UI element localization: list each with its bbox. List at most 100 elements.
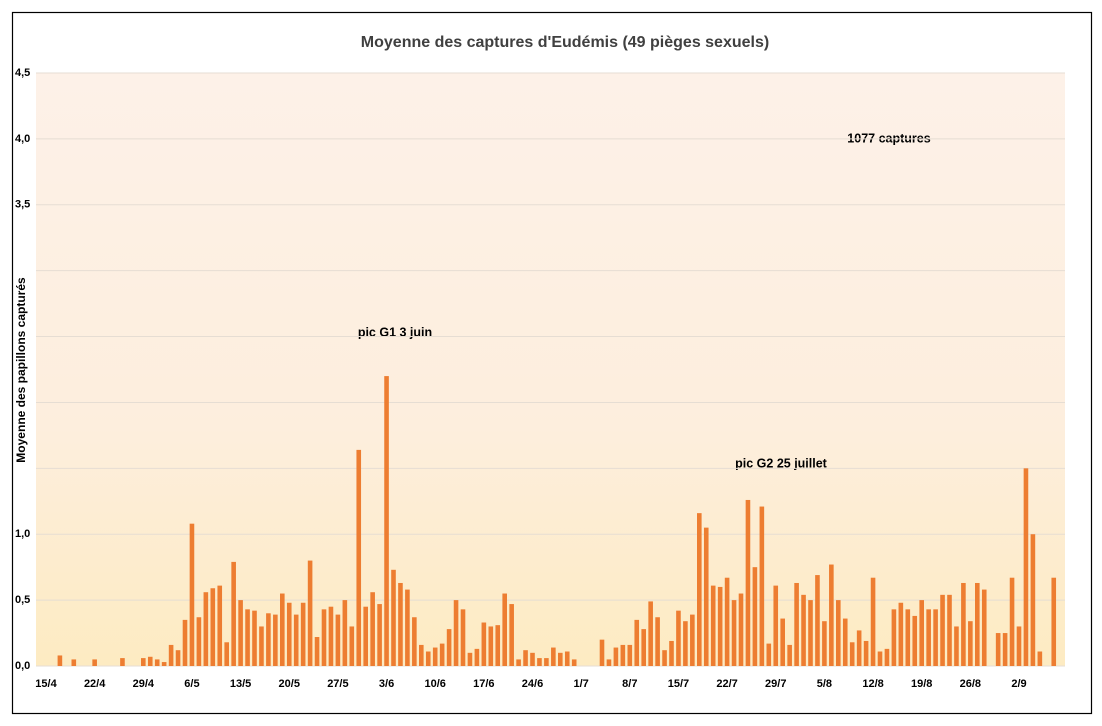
x-tick-label: 26/8 <box>960 678 981 690</box>
y-tick-label: 0,0 <box>15 660 30 672</box>
bar <box>1037 651 1043 666</box>
bar <box>752 567 758 666</box>
bar <box>995 633 1001 666</box>
bar <box>245 609 250 666</box>
y-tick-label: 4,0 <box>15 133 30 145</box>
x-tick-label: 5/8 <box>817 678 832 690</box>
bar <box>669 640 674 666</box>
bar <box>551 647 556 666</box>
bar <box>599 639 605 666</box>
bar <box>1002 633 1008 666</box>
bar <box>189 523 195 666</box>
x-tick-label: 19/8 <box>911 678 932 690</box>
bar <box>759 506 765 666</box>
bar <box>168 644 174 666</box>
bar <box>808 600 813 666</box>
bar <box>370 592 375 666</box>
bar <box>273 614 278 666</box>
bar <box>1051 577 1057 666</box>
bar <box>217 585 223 666</box>
plot-area <box>36 73 1065 666</box>
bar <box>773 585 779 666</box>
bar <box>571 659 577 666</box>
bar <box>822 621 827 666</box>
x-tick-label: 20/5 <box>279 678 300 690</box>
x-tick-label: 15/7 <box>668 678 689 690</box>
x-tick-label: 22/4 <box>84 678 106 690</box>
bar <box>391 569 396 666</box>
bar <box>481 622 487 666</box>
x-tick-label: 29/4 <box>133 678 155 690</box>
x-tick-label: 6/5 <box>184 678 199 690</box>
bar <box>314 637 320 666</box>
bar <box>564 651 570 666</box>
bar <box>335 614 341 666</box>
bar <box>544 658 549 666</box>
bar <box>1030 534 1036 666</box>
bar <box>627 644 633 666</box>
bar <box>662 650 667 666</box>
bar <box>766 643 772 666</box>
bar <box>182 619 188 666</box>
bar <box>738 593 744 666</box>
bar <box>780 618 785 666</box>
annotation: pic G1 3 juin <box>358 325 432 339</box>
bar <box>412 617 417 666</box>
bar <box>356 449 362 666</box>
bar <box>863 640 869 666</box>
bar <box>731 600 737 666</box>
y-axis-label: Moyenne des papillons capturés <box>14 277 28 463</box>
y-tick-label: 4,5 <box>15 67 30 79</box>
bar <box>620 644 626 666</box>
bar <box>377 604 382 666</box>
bar <box>384 376 389 666</box>
bar <box>175 650 181 666</box>
bar <box>523 650 528 666</box>
bar <box>947 594 952 666</box>
x-tick-label: 15/4 <box>35 678 57 690</box>
bar <box>940 594 945 666</box>
bar <box>425 651 431 666</box>
bar <box>690 614 695 666</box>
bar <box>697 513 702 666</box>
bar <box>488 626 494 666</box>
bar <box>634 619 640 666</box>
bar <box>141 658 146 666</box>
bar <box>842 618 848 666</box>
bar <box>502 593 507 666</box>
bar <box>676 610 681 666</box>
bar <box>745 499 751 666</box>
x-tick-label: 12/8 <box>862 678 883 690</box>
annotation: pic G2 25 juillet <box>735 456 828 470</box>
x-tick-label: 8/7 <box>622 678 637 690</box>
x-tick-label: 27/5 <box>327 678 348 690</box>
bar <box>794 582 799 666</box>
x-tick-label: 3/6 <box>379 678 394 690</box>
bar <box>453 600 459 666</box>
bar <box>981 589 987 666</box>
x-tick-label: 1/7 <box>574 678 589 690</box>
bar <box>293 614 299 666</box>
bar <box>912 615 918 666</box>
bar <box>210 588 216 666</box>
bar <box>120 658 125 666</box>
bar <box>231 561 236 666</box>
bar <box>203 592 209 666</box>
bar <box>787 644 792 666</box>
bar <box>648 601 653 666</box>
bar <box>432 647 438 666</box>
bar <box>516 659 521 666</box>
bar <box>238 600 243 666</box>
bar <box>71 659 77 666</box>
bar <box>829 564 834 666</box>
bar <box>460 609 466 666</box>
bar <box>446 629 452 666</box>
bar <box>537 658 542 666</box>
bar <box>252 610 257 666</box>
y-tick-label: 3,5 <box>15 199 30 211</box>
bar <box>266 613 271 666</box>
bar <box>509 604 514 666</box>
bar <box>398 582 403 666</box>
bar <box>161 662 167 666</box>
